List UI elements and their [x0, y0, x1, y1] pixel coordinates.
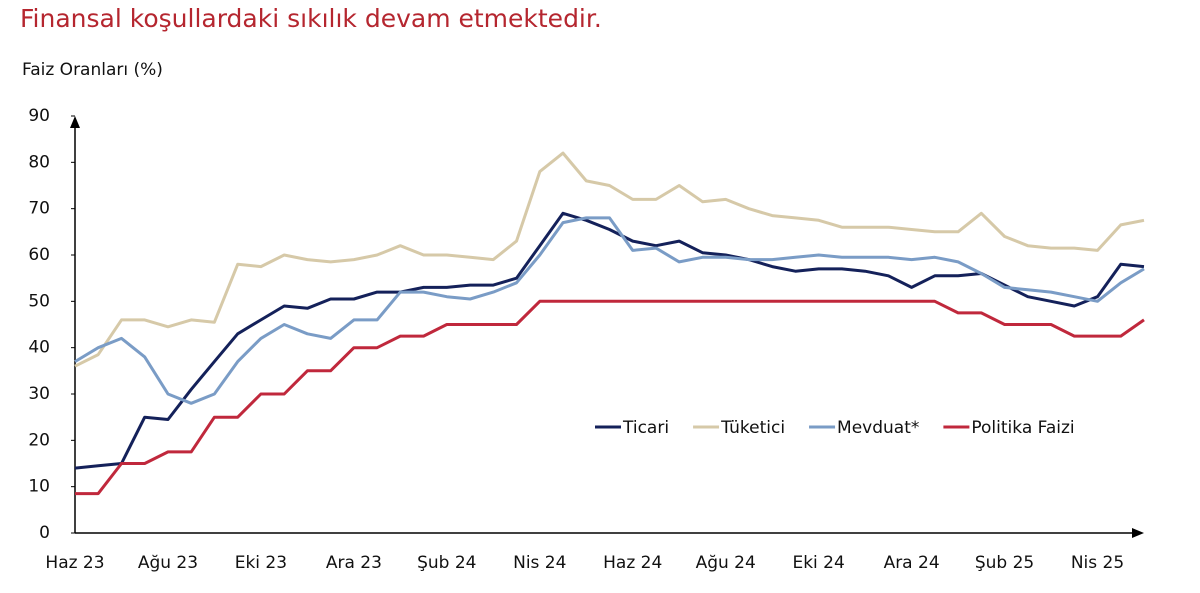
x-tick-label: Ara 23 — [326, 553, 382, 573]
y-tick-label: 20 — [28, 430, 50, 450]
x-tick-label: Eki 24 — [792, 553, 844, 573]
x-tick-label: Şub 25 — [975, 553, 1034, 573]
y-tick-label: 70 — [28, 199, 50, 219]
chart-title: Finansal koşullardaki sıkılık devam etme… — [20, 4, 602, 33]
series-line — [74, 151, 1145, 368]
y-tick-label: 0 — [39, 523, 50, 543]
legend-label: Mevduat* — [837, 418, 919, 438]
x-tick-label: Ağu 23 — [138, 553, 198, 573]
x-tick-label: Ağu 24 — [696, 553, 756, 573]
y-axis-label: Faiz Oranları (%) — [22, 60, 163, 80]
series-line — [74, 216, 1145, 405]
y-tick-label: 60 — [28, 245, 50, 265]
x-tick-label: Ara 24 — [884, 553, 940, 573]
x-tick-label: Haz 23 — [45, 553, 104, 573]
series-line — [75, 299, 1145, 496]
y-tick-label: 40 — [28, 338, 50, 358]
x-tick-label: Nis 24 — [513, 553, 566, 573]
x-tick-label: Eki 23 — [235, 553, 287, 573]
legend-label: Tüketici — [720, 418, 785, 438]
y-tick-label: 80 — [28, 152, 50, 172]
x-tick-label: Haz 24 — [603, 553, 662, 573]
x-tick-label: Nis 25 — [1071, 553, 1124, 573]
legend-label: Ticari — [622, 418, 669, 438]
y-arrow — [70, 116, 80, 128]
x-arrow — [1132, 528, 1144, 538]
y-tick-label: 10 — [28, 477, 50, 497]
y-tick-label: 30 — [28, 384, 50, 404]
y-tick-label: 90 — [28, 106, 50, 126]
y-tick-label: 50 — [28, 291, 50, 311]
x-tick-label: Şub 24 — [417, 553, 476, 573]
legend-label: Politika Faizi — [971, 418, 1074, 438]
series-line — [74, 211, 1145, 470]
